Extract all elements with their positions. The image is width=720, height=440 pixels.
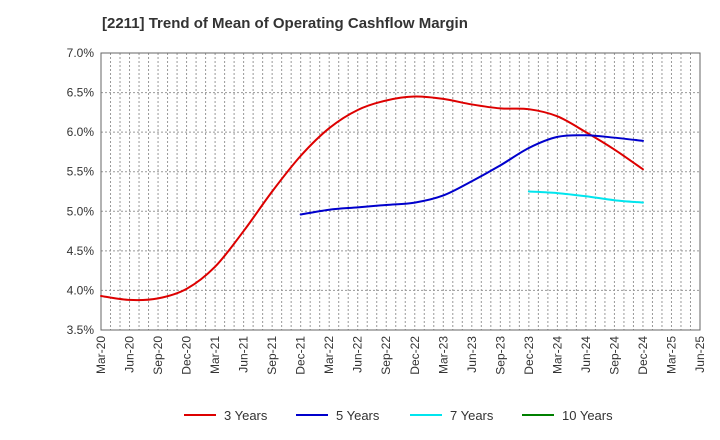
x-tick-label: Mar-24 [550,336,564,374]
x-tick-label: Mar-20 [94,336,108,374]
x-tick-label: Jun-22 [351,336,365,373]
grid-lines [100,52,701,331]
y-tick-label: 6.0% [67,125,95,139]
series-line-7-years [527,190,644,204]
y-tick-label: 5.5% [67,165,95,179]
x-tick-label: Dec-23 [522,336,536,375]
legend-label: 3 Years [224,408,268,423]
x-tick-label: Mar-23 [436,336,450,374]
chart-title: [2211] Trend of Mean of Operating Cashfl… [102,15,468,32]
x-tick-label: Sep-20 [151,336,165,375]
series-line-5-years [299,134,644,216]
x-tick-label: Jun-21 [237,336,251,373]
x-tick-label: Mar-22 [322,336,336,374]
x-tick-label: Sep-21 [265,336,279,375]
x-tick-label: Mar-21 [208,336,222,374]
y-tick-label: 4.5% [67,244,95,258]
y-tick-label: 6.5% [67,86,95,100]
series-lines [100,95,644,302]
legend-label: 5 Years [336,408,380,423]
x-tick-label: Dec-24 [636,336,650,375]
x-tick-label: Jun-20 [123,336,137,373]
x-tick-label: Jun-24 [579,336,593,373]
x-tick-label: Dec-22 [408,336,422,375]
legend: 3 Years 5 Years 7 Years 10 Years [184,408,613,423]
x-tick-label: Mar-25 [664,336,678,374]
x-tick-label: Dec-21 [294,336,308,375]
y-tick-label: 3.5% [67,323,95,337]
legend-label: 7 Years [450,408,494,423]
x-tick-label: Sep-22 [379,336,393,375]
y-tick-label: 7.0% [67,46,95,60]
legend-label: 10 Years [562,408,613,423]
plot-frame [100,52,701,331]
x-tick-label: Sep-24 [607,336,621,375]
x-tick-label: Jun-23 [465,336,479,373]
x-tick-label: Jun-25 [693,336,707,373]
x-tick-label: Dec-20 [180,336,194,375]
x-tick-label: Sep-23 [493,336,507,375]
y-tick-label: 5.0% [67,204,95,218]
series-line-3-years [100,95,644,302]
axes: 3.5% 4.0% 4.5% 5.0% 5.5% 6.0% 6.5% 7.0% Mar-20 Ju… [67,46,707,375]
y-tick-label: 4.0% [67,283,95,297]
